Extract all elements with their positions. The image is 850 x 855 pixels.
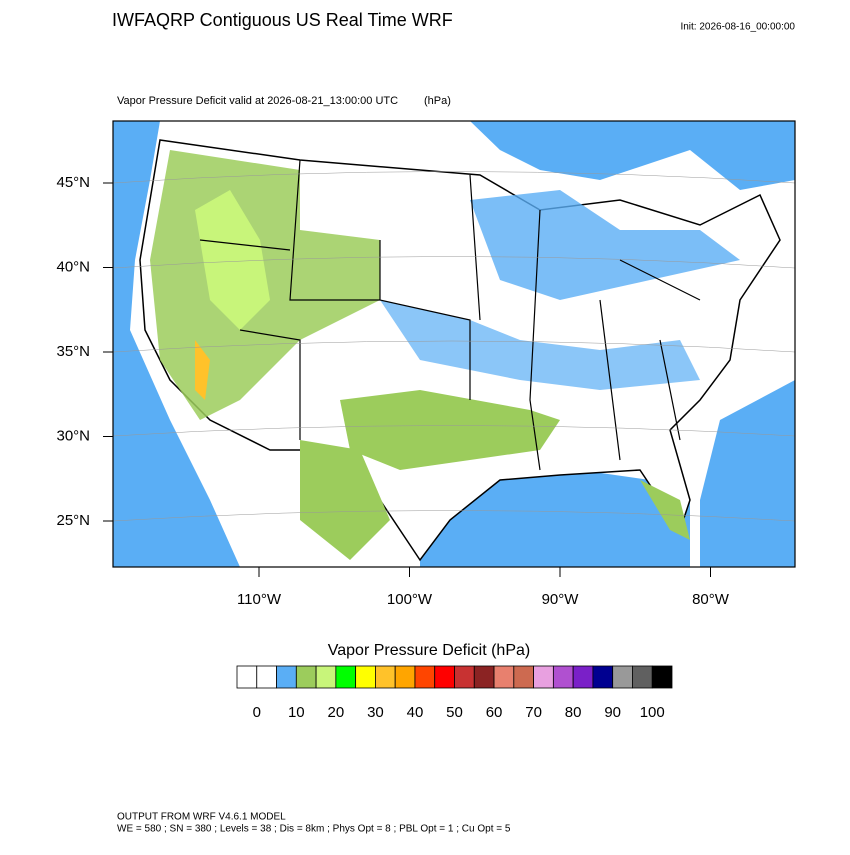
state-borders — [199, 159, 701, 471]
colorbar-box — [493, 665, 515, 689]
colorbar-box — [236, 665, 258, 689]
colorbar-tick-label: 80 — [565, 704, 582, 721]
footer-line: WE = 580 ; SN = 380 ; Levels = 38 ; Dis … — [117, 824, 511, 835]
mountain-area — [195, 190, 270, 330]
gulf — [420, 470, 690, 567]
lon-label: 100°W — [387, 591, 433, 608]
map-subtitle: Vapor Pressure Deficit valid at 2026-08-… — [117, 95, 398, 107]
colorbar-box — [632, 665, 653, 689]
colorbar-box — [612, 665, 633, 689]
lon-label: 110°W — [237, 591, 282, 608]
colorbar-box — [434, 665, 455, 689]
colorbar-box — [572, 665, 594, 689]
lat-label: 30°N — [56, 427, 90, 444]
colorbar-box — [355, 665, 376, 689]
colorbar-tick-label: 50 — [446, 704, 463, 721]
footer-line: OUTPUT FROM WRF V4.6.1 MODEL — [117, 812, 286, 823]
atlantic — [700, 380, 795, 567]
colorbar-tick-label: 100 — [640, 704, 665, 721]
north-moist-area — [470, 190, 740, 300]
colorbar-box — [375, 665, 396, 689]
colorbar-box — [276, 665, 297, 689]
init-time: Init: 2026-08-16_00:00:00 — [680, 22, 795, 33]
map-frame — [112, 120, 796, 568]
lat-label: 35°N — [56, 343, 90, 360]
colorbar-box — [552, 665, 574, 689]
colorbar-tick-label: 70 — [525, 704, 542, 721]
lat-label: 25°N — [56, 512, 90, 529]
lat-label: 45°N — [56, 174, 90, 191]
colorbar-tick-label: 0 — [253, 704, 261, 721]
map-area — [113, 121, 795, 567]
colorbar-box — [473, 665, 495, 689]
title: IWFAQRP Contiguous US Real Time WRF — [112, 10, 453, 30]
lon-label: 80°W — [692, 591, 730, 608]
colorbar-title: Vapor Pressure Deficit (hPa) — [328, 642, 530, 659]
colorbar-tick-label: 40 — [407, 704, 424, 721]
lat-label: 40°N — [56, 258, 90, 275]
colorbar-box — [335, 665, 357, 689]
colorbar-box — [513, 665, 534, 689]
colorbar-tick-label: 20 — [328, 704, 345, 721]
mexico-dry-area — [300, 440, 390, 560]
desert-hot-area — [195, 340, 210, 400]
graticule — [113, 171, 795, 522]
colorbar-tick-label: 30 — [367, 704, 384, 721]
canada — [470, 121, 795, 190]
colorbar-box — [651, 665, 673, 689]
colorbar-tick-label: 90 — [604, 704, 621, 721]
colorbar-box — [592, 665, 614, 689]
map-units: (hPa) — [424, 95, 451, 107]
central-moist-area — [380, 300, 700, 390]
colorbar-box — [454, 665, 475, 689]
colorbar-box — [256, 665, 277, 689]
lon-label: 90°W — [542, 591, 580, 608]
colorbar-box — [394, 665, 416, 689]
colorbar-box — [295, 665, 317, 689]
florida-dry-area — [640, 480, 690, 540]
colorbar-box — [414, 665, 436, 689]
pacific — [113, 121, 240, 567]
colorbar-box — [533, 665, 554, 689]
colorbar-tick-label: 10 — [288, 704, 305, 721]
colorbar-tick-label: 60 — [486, 704, 503, 721]
colorbar-box — [315, 665, 337, 689]
south-dry-area — [340, 390, 560, 470]
